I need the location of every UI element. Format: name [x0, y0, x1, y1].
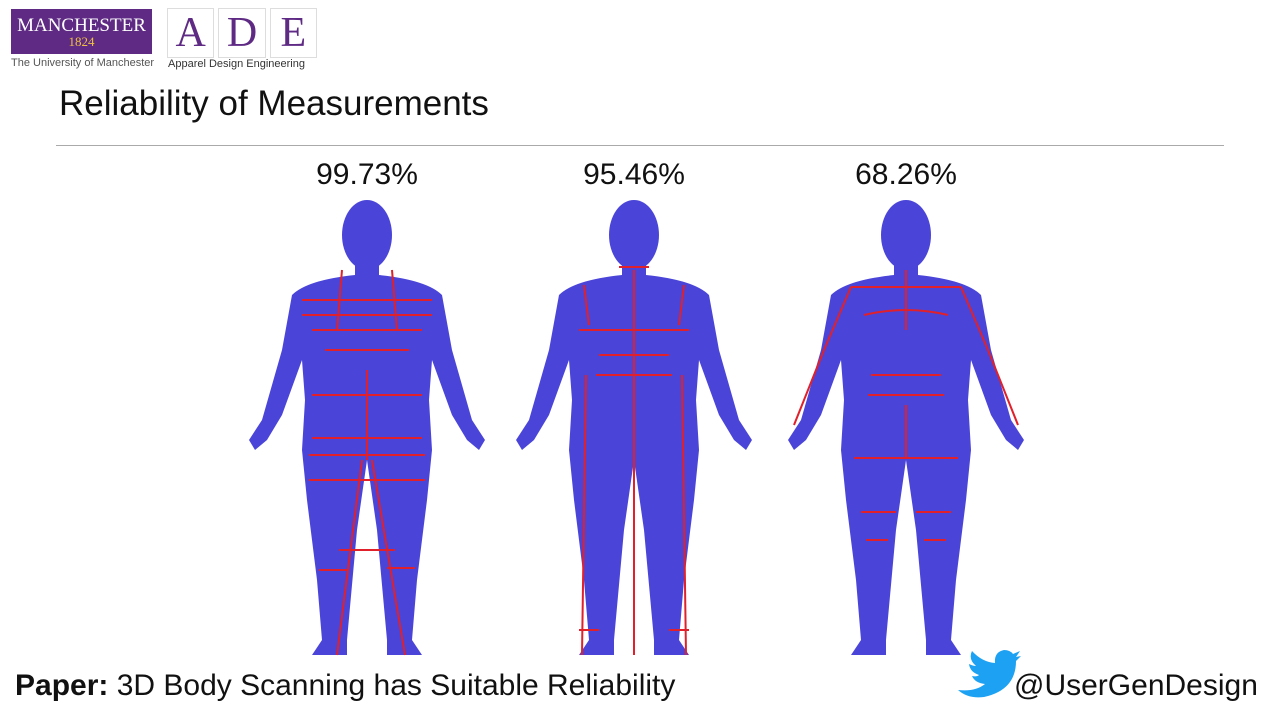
twitter-handle: @UserGenDesign: [1014, 669, 1258, 702]
ade-caption: Apparel Design Engineering: [168, 58, 305, 70]
figure-label: 99.73%: [316, 158, 418, 191]
paper-line: Paper: 3D Body Scanning has Suitable Rel…: [15, 669, 675, 703]
ade-logo: A D E: [167, 8, 317, 58]
figure-label: 95.46%: [583, 158, 685, 191]
paper-title: 3D Body Scanning has Suitable Reliabilit…: [116, 669, 676, 702]
logo-year: 1824: [68, 34, 95, 49]
ade-letter: E: [269, 8, 317, 58]
body-scan: [516, 200, 752, 656]
ade-letter: D: [218, 8, 266, 58]
manchester-logo: MANCHESTER 1824: [11, 9, 152, 54]
paper-label: Paper:: [15, 669, 109, 702]
divider: [56, 145, 1224, 146]
logo-name: MANCHESTER: [17, 15, 146, 36]
slide-title: Reliability of Measurements: [59, 84, 489, 123]
figure-label: 68.26%: [855, 158, 957, 191]
body-scan: [249, 200, 485, 656]
body-scan: [788, 200, 1024, 655]
twitter-icon: [958, 650, 1021, 698]
logo-caption: The University of Manchester: [11, 57, 155, 69]
ade-letter: A: [167, 8, 215, 58]
